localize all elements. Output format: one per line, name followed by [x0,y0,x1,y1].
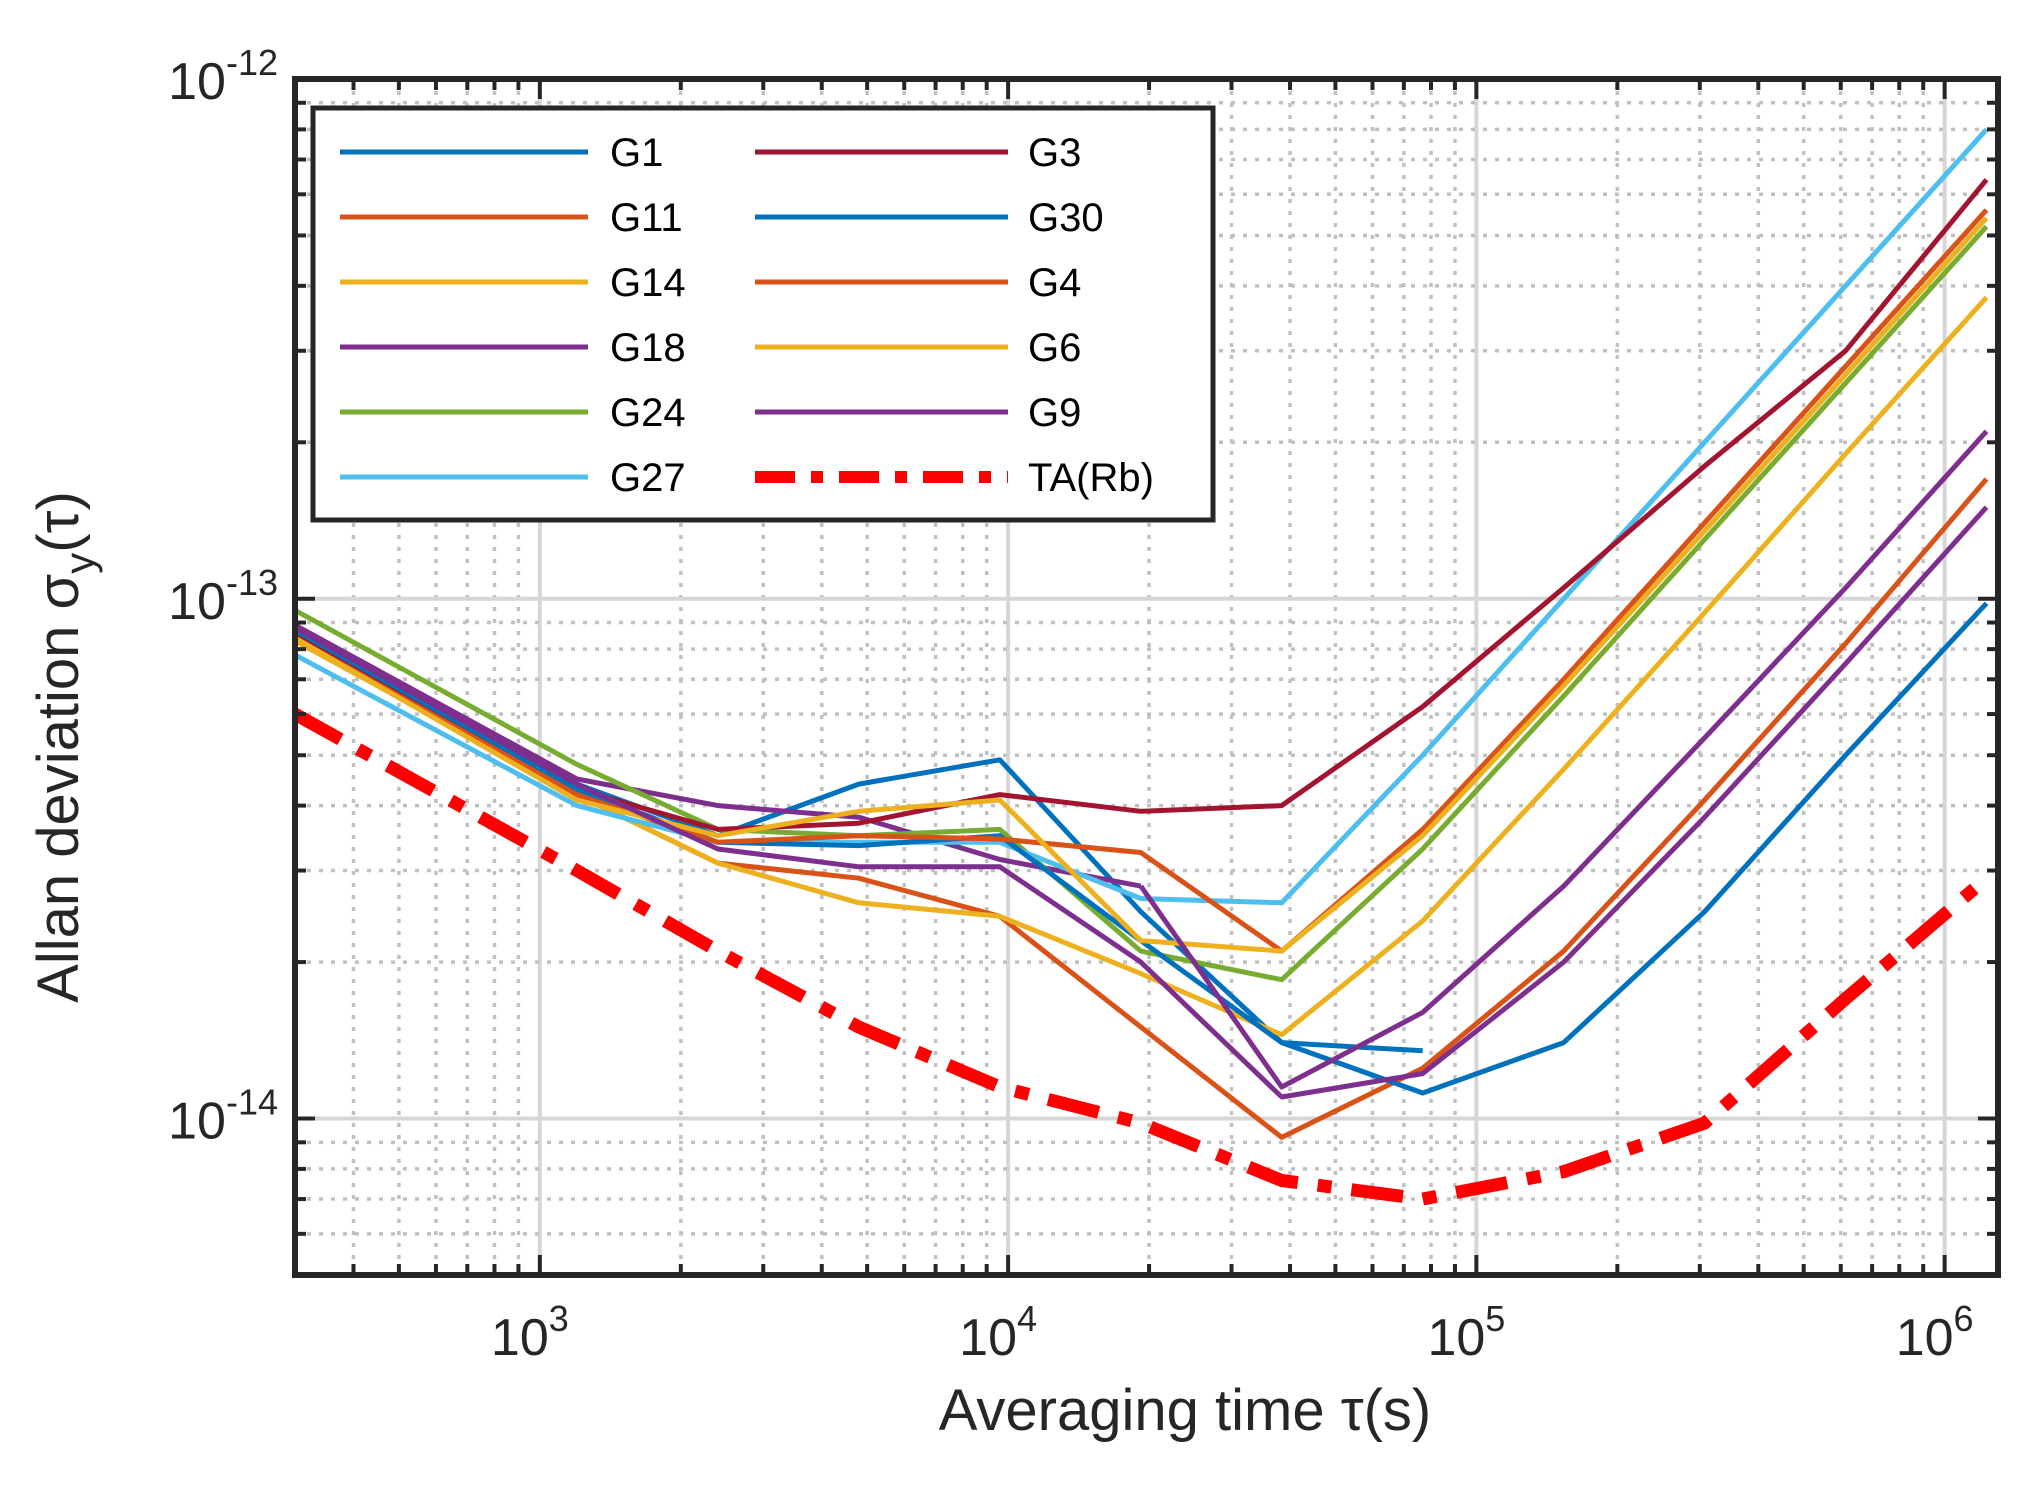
y-tick-label: 10-13 [168,562,278,631]
legend-label-g27: G27 [610,456,686,500]
x-tick-base: 10 [1896,1309,1954,1367]
legend-label-g4: G4 [1028,261,1081,305]
x-tick-exponent: 5 [1485,1298,1505,1339]
legend-label-g11: G11 [610,196,683,240]
legend-label-g18: G18 [610,326,686,370]
y-tick-label: 10-14 [168,1082,278,1151]
x-tick-label: 103 [491,1298,569,1367]
y-tick-base: 10 [168,573,226,631]
series-line-g3 [293,178,1989,832]
legend-label-ta-rb-: TA(Rb) [1028,456,1154,500]
series-lines [291,127,1991,1206]
series-line-g14 [293,295,1989,1038]
x-tick-label: 106 [1896,1298,1974,1367]
legend-label-g3: G3 [1028,131,1081,175]
legend-label-g14: G14 [610,261,686,305]
x-axis-label: Averaging time τ(s) [939,1378,1431,1443]
y-axis-label: Allan deviation σy(τ) [26,491,103,1003]
x-tick-exponent: 6 [1954,1298,1974,1339]
series-line-g6 [293,216,1989,954]
legend-label-g1: G1 [610,131,663,175]
y-tick-exponent: -13 [226,562,278,603]
y-tick-base: 10 [168,53,226,111]
series-line-ta-rb- [291,708,1991,1206]
series-line-g18 [293,622,1142,889]
y-tick-exponent: -12 [226,42,278,83]
legend-label-g24: G24 [610,391,686,435]
series-line-g18 [1138,429,1989,1090]
legend-label-g30: G30 [1028,196,1104,240]
plot-frame [292,76,2001,1278]
legend-label-g6: G6 [1028,326,1081,370]
series-line-g9 [293,505,1989,1100]
series-line-g24 [293,224,1989,983]
y-tick-exponent: -14 [226,1082,278,1123]
x-tick-base: 10 [1427,1309,1485,1367]
x-tick-exponent: 4 [1017,1298,1037,1339]
legend: G1 G11 G14 G18 G24 G27 G3 G30 G4 G6 G9 TA(Rb) [310,105,1216,523]
x-tick-exponent: 3 [549,1298,569,1339]
x-tick-base: 10 [959,1309,1017,1367]
x-tick-label: 105 [1427,1298,1505,1367]
legend-label-g9: G9 [1028,391,1081,435]
series-line-g4 [293,208,1989,954]
legend-box [310,105,1216,523]
x-tick-label: 104 [959,1298,1037,1367]
y-tick-label: 10-12 [168,42,278,111]
x-tick-base: 10 [491,1309,549,1367]
y-tick-base: 10 [168,1093,226,1151]
